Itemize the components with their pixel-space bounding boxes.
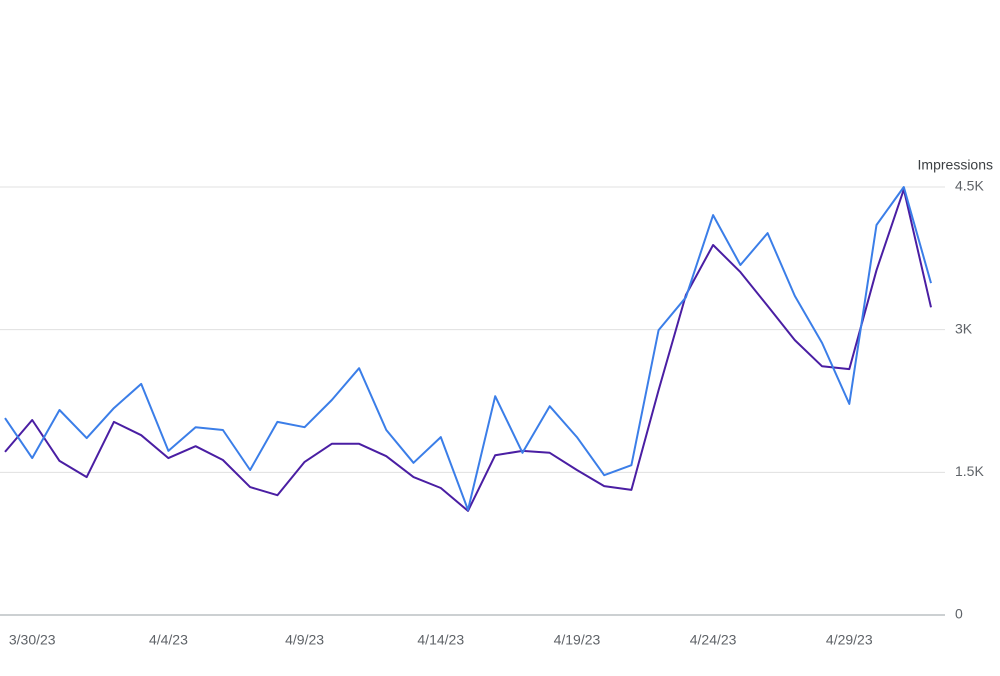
x-tick-label: 4/14/23 [417, 632, 464, 648]
x-tick-label: 4/9/23 [285, 632, 324, 648]
y-tick-label: 4.5K [955, 178, 984, 194]
x-tick-label: 4/4/23 [149, 632, 188, 648]
series-line [4, 188, 932, 512]
x-tick-label: 3/30/23 [9, 632, 56, 648]
y-axis-label: Impressions [918, 157, 993, 173]
x-tick-label: 4/29/23 [826, 632, 873, 648]
y-tick-label: 3K [955, 320, 973, 336]
x-tick-label: 4/19/23 [554, 632, 601, 648]
series-line [4, 186, 932, 511]
x-tick-label: 4/24/23 [690, 632, 737, 648]
y-tick-label: 0 [955, 606, 963, 622]
y-tick-label: 1.5K [955, 463, 984, 479]
